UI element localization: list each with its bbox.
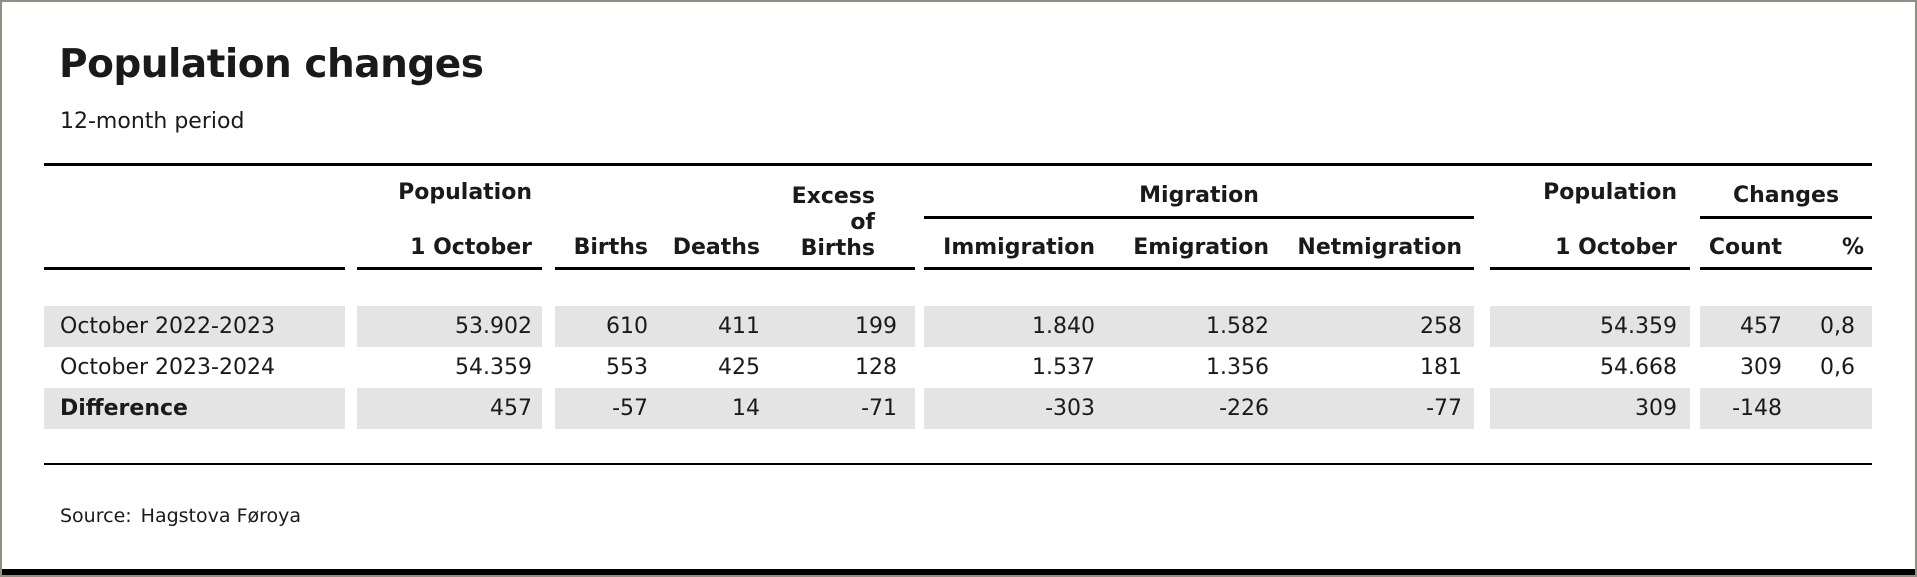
column-header-population-end: Population 1 October [1490, 174, 1690, 270]
cell-emigration: -226 [1219, 396, 1269, 421]
excess-line2: Births [800, 236, 875, 261]
column-header-emigration: Emigration [1133, 235, 1269, 260]
cell-immigration: 1.840 [1032, 314, 1095, 339]
column-header-excess-of-births: Excess of Births [772, 184, 915, 262]
window-bottom-edge [2, 569, 1915, 575]
page-title: Population changes [59, 42, 484, 87]
cell-group-migration: 1.537 1.356 181 [924, 347, 1474, 388]
cell-population-end: 54.359 [1490, 306, 1690, 347]
header-label-spacer [44, 174, 345, 270]
cell-emigration: 1.582 [1206, 314, 1269, 339]
column-group-changes: Changes Count % [1700, 174, 1872, 270]
column-header-deaths: Deaths [672, 235, 760, 260]
cell-emigration: 1.356 [1206, 355, 1269, 380]
cell-excess-of-births: 199 [855, 314, 897, 339]
table-row-2022-2023: October 2022-2023 53.902 610 411 199 1.8… [44, 306, 1872, 347]
table-top-rule [44, 163, 1872, 166]
table-bottom-rule [44, 463, 1872, 465]
cell-population-start: 54.359 [455, 355, 532, 380]
table-row-difference: Difference 457 -57 14 -71 -303 -226 -77 … [44, 388, 1872, 429]
cell-immigration: -303 [1045, 396, 1095, 421]
cell-births: 553 [606, 355, 648, 380]
table-body: October 2022-2023 53.902 610 411 199 1.8… [44, 306, 1872, 429]
vital-subheaders: Births Deaths Excess of Births [555, 184, 915, 267]
cell-excess-of-births: -71 [861, 396, 897, 421]
cell-count: 309 [1740, 355, 1782, 380]
cell-immigration: 1.537 [1032, 355, 1095, 380]
cell-count: 457 [1740, 314, 1782, 339]
cell-count: -148 [1732, 396, 1782, 421]
cell-group-vital: 610 411 199 [555, 306, 915, 347]
row-label: October 2023-2024 [60, 355, 275, 380]
column-header-births: Births [573, 235, 648, 260]
column-header-netmigration: Netmigration [1297, 235, 1462, 260]
column-group-vital: Births Deaths Excess of Births [555, 174, 915, 270]
cell-netmigration: -77 [1426, 396, 1462, 421]
cell-population-start: 53.902 [357, 306, 542, 347]
population-start-line2: 1 October [410, 235, 532, 260]
cell-deaths: 411 [718, 314, 760, 339]
cell-percent: 0,6 [1820, 355, 1855, 380]
cell-group-migration: -303 -226 -77 [924, 388, 1474, 429]
cell-deaths: 425 [718, 355, 760, 380]
source-label: Source: [60, 505, 132, 527]
population-end-line1: Population [1543, 180, 1677, 205]
excess-line1: Excess of [791, 184, 875, 235]
group-header-changes: Changes [1700, 174, 1872, 219]
cell-population-start: 457 [357, 388, 542, 429]
row-label: October 2022-2023 [44, 306, 345, 347]
row-label: Difference [44, 388, 345, 429]
cell-group-vital: -57 14 -71 [555, 388, 915, 429]
column-header-percent: % [1841, 235, 1864, 260]
source-line: Source: Hagstova Føroya [60, 505, 301, 527]
cell-population-end: 309 [1490, 388, 1690, 429]
changes-subheaders: Count % [1700, 234, 1872, 267]
cell-deaths: 14 [732, 396, 760, 421]
page-subtitle: 12-month period [60, 109, 245, 134]
cell-percent: 0,8 [1820, 314, 1855, 339]
cell-group-changes: 309 0,6 [1700, 347, 1872, 388]
source-value: Hagstova Føroya [140, 505, 302, 527]
column-header-count: Count [1708, 235, 1782, 260]
group-header-migration: Migration [924, 174, 1474, 219]
cell-netmigration: 181 [1420, 355, 1462, 380]
cell-births: -57 [612, 396, 648, 421]
migration-subheaders: Immigration Emigration Netmigration [924, 234, 1474, 267]
cell-births: 610 [606, 314, 648, 339]
cell-excess-of-births: 128 [855, 355, 897, 380]
cell-group-vital: 553 425 128 [555, 347, 915, 388]
table-header: Population 1 October Births Deaths Exces… [44, 174, 1872, 270]
population-end-line2: 1 October [1555, 235, 1677, 260]
table-row-2023-2024: October 2023-2024 54.359 553 425 128 1.5… [44, 347, 1872, 388]
cell-group-changes: -148 [1700, 388, 1872, 429]
cell-population-end: 54.668 [1600, 355, 1677, 380]
column-header-immigration: Immigration [943, 235, 1095, 260]
cell-group-changes: 457 0,8 [1700, 306, 1872, 347]
cell-group-migration: 1.840 1.582 258 [924, 306, 1474, 347]
cell-netmigration: 258 [1420, 314, 1462, 339]
column-group-migration: Migration Immigration Emigration Netmigr… [924, 174, 1474, 270]
column-header-population-start: Population 1 October [357, 174, 542, 270]
population-start-line1: Population [398, 180, 532, 205]
